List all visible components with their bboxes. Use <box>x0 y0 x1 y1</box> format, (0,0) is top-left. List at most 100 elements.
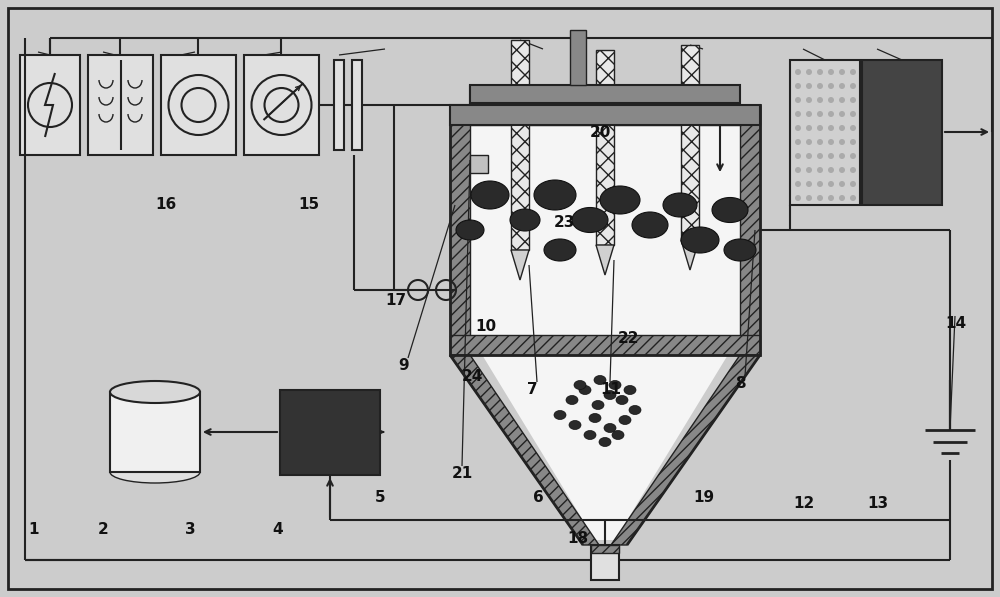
Circle shape <box>828 153 834 159</box>
Bar <box>450 335 760 355</box>
Circle shape <box>839 83 845 89</box>
Circle shape <box>850 167 856 173</box>
Circle shape <box>828 97 834 103</box>
Circle shape <box>817 139 823 145</box>
Ellipse shape <box>572 208 608 232</box>
Ellipse shape <box>589 414 601 423</box>
Circle shape <box>795 69 801 75</box>
Bar <box>596 50 614 245</box>
Bar <box>511 40 529 250</box>
Circle shape <box>806 167 812 173</box>
Circle shape <box>806 69 812 75</box>
Bar <box>591 545 619 580</box>
Bar <box>450 105 760 125</box>
Circle shape <box>839 153 845 159</box>
Circle shape <box>850 69 856 75</box>
Circle shape <box>795 167 801 173</box>
Text: 12: 12 <box>793 496 814 510</box>
Bar <box>110 392 200 472</box>
Polygon shape <box>470 335 740 540</box>
Text: 6: 6 <box>533 490 544 504</box>
Bar <box>20 55 80 155</box>
Ellipse shape <box>569 420 581 429</box>
Bar <box>280 390 380 475</box>
Circle shape <box>795 181 801 187</box>
Ellipse shape <box>724 239 756 261</box>
Ellipse shape <box>632 212 668 238</box>
Ellipse shape <box>616 395 628 405</box>
Circle shape <box>839 97 845 103</box>
Circle shape <box>828 181 834 187</box>
Ellipse shape <box>594 376 606 384</box>
Ellipse shape <box>456 220 484 240</box>
Ellipse shape <box>471 181 509 209</box>
Bar <box>450 105 470 355</box>
Text: 24: 24 <box>462 369 483 384</box>
Ellipse shape <box>110 461 200 483</box>
Circle shape <box>806 97 812 103</box>
Ellipse shape <box>574 380 586 389</box>
Circle shape <box>850 139 856 145</box>
Text: 20: 20 <box>590 125 611 140</box>
Circle shape <box>795 125 801 131</box>
Ellipse shape <box>554 411 566 420</box>
Circle shape <box>806 195 812 201</box>
Ellipse shape <box>110 381 200 403</box>
Ellipse shape <box>619 416 631 424</box>
Ellipse shape <box>663 193 697 217</box>
Ellipse shape <box>579 386 591 395</box>
Circle shape <box>828 167 834 173</box>
Ellipse shape <box>604 390 616 399</box>
Bar <box>470 85 740 103</box>
Bar <box>450 105 760 355</box>
Polygon shape <box>681 240 699 270</box>
Text: 23: 23 <box>554 215 575 230</box>
Circle shape <box>795 195 801 201</box>
Ellipse shape <box>604 423 616 432</box>
Text: 22: 22 <box>618 331 640 346</box>
Polygon shape <box>596 245 614 275</box>
Bar <box>470 155 488 173</box>
Circle shape <box>817 167 823 173</box>
Circle shape <box>828 83 834 89</box>
Ellipse shape <box>681 227 719 253</box>
Circle shape <box>850 195 856 201</box>
Circle shape <box>850 111 856 117</box>
Text: 11: 11 <box>600 382 621 397</box>
Circle shape <box>839 69 845 75</box>
Text: 5: 5 <box>375 490 386 504</box>
Bar <box>161 55 236 155</box>
Circle shape <box>839 125 845 131</box>
Bar <box>862 60 942 205</box>
Text: 3: 3 <box>185 522 196 537</box>
Circle shape <box>817 111 823 117</box>
Bar <box>352 60 362 150</box>
Circle shape <box>817 97 823 103</box>
Polygon shape <box>611 355 760 545</box>
Text: 7: 7 <box>527 382 538 397</box>
Circle shape <box>828 125 834 131</box>
Circle shape <box>828 69 834 75</box>
Polygon shape <box>450 355 599 545</box>
Bar <box>470 125 740 355</box>
Ellipse shape <box>612 430 624 439</box>
Bar <box>790 60 860 205</box>
Text: 4: 4 <box>272 522 283 537</box>
Polygon shape <box>511 250 529 280</box>
Bar <box>570 30 586 85</box>
Circle shape <box>817 153 823 159</box>
Ellipse shape <box>624 386 636 395</box>
Circle shape <box>839 181 845 187</box>
Circle shape <box>817 69 823 75</box>
Circle shape <box>817 195 823 201</box>
Ellipse shape <box>584 430 596 439</box>
Circle shape <box>795 111 801 117</box>
Text: 18: 18 <box>567 531 588 546</box>
Text: 21: 21 <box>452 466 473 481</box>
Circle shape <box>839 167 845 173</box>
Text: 13: 13 <box>867 496 888 510</box>
Ellipse shape <box>600 186 640 214</box>
Ellipse shape <box>566 395 578 405</box>
Circle shape <box>806 111 812 117</box>
Text: 1: 1 <box>28 522 38 537</box>
